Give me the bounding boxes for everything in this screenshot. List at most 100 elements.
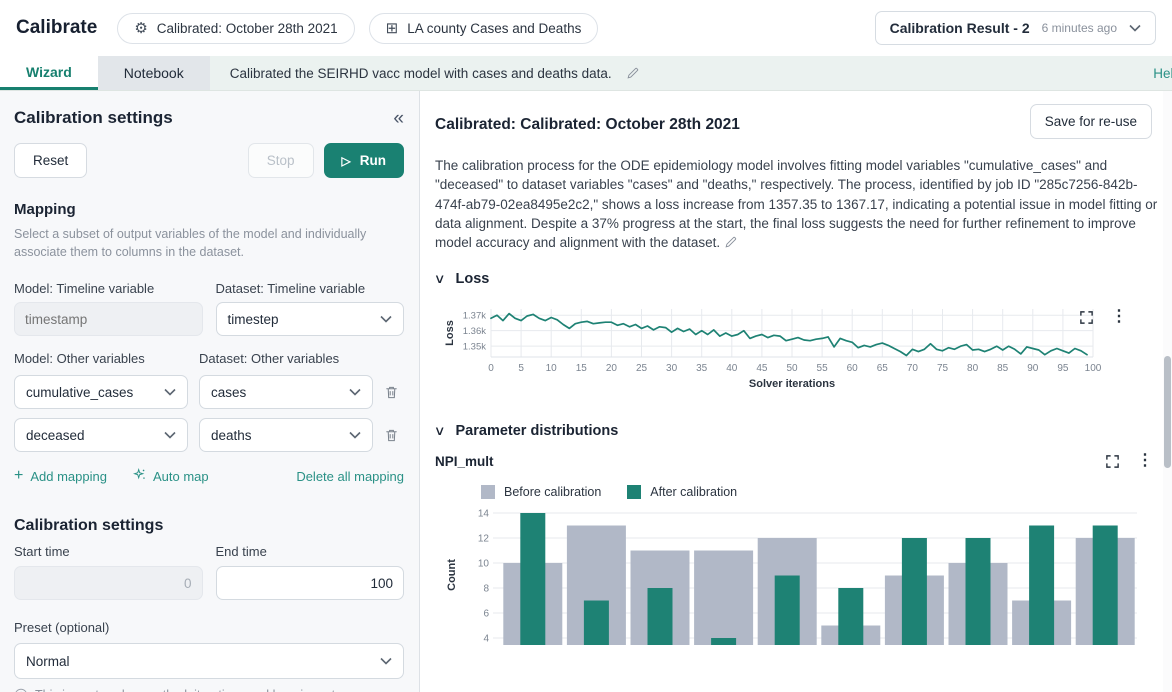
sparkle-icon [133,468,146,484]
svg-text:20: 20 [606,363,618,374]
model-other-label: Model: Other variables [14,351,188,366]
dataset-variable-value: deaths [211,428,252,443]
fullscreen-icon[interactable] [1105,454,1120,469]
model-chip[interactable]: ⚙ Calibrated: October 28th 2021 [117,13,354,44]
svg-text:55: 55 [817,363,829,374]
loss-section-label: Loss [456,271,490,287]
run-button[interactable]: ▷ Run [324,143,404,178]
dataset-chip-label: LA county Cases and Deaths [407,21,581,36]
dataset-variable-select[interactable]: cases [199,375,373,409]
pencil-icon[interactable] [724,235,738,249]
loss-chart: 1.35k1.36k1.37k0510152025303540455055606… [441,301,1172,400]
svg-text:6: 6 [483,609,489,620]
result-timestamp: 6 minutes ago [1042,21,1117,35]
start-time-label: Start time [14,544,203,559]
svg-text:10: 10 [546,363,558,374]
histogram-svg: 141210864Count [441,503,1147,645]
svg-text:50: 50 [786,363,798,374]
dataset-chip[interactable]: ⊞ LA county Cases and Deaths [369,13,599,44]
model-variable-select[interactable]: deceased [14,418,188,452]
svg-text:15: 15 [576,363,588,374]
svg-text:0: 0 [488,363,494,374]
chevron-down-icon [164,388,176,396]
delete-all-mapping-link[interactable]: Delete all mapping [296,469,404,484]
kebab-menu-icon[interactable]: ⋮ [1137,453,1153,469]
dataset-timeline-select[interactable]: timestep [216,302,405,336]
loss-section-header[interactable]: ∨ Loss [435,271,1172,287]
model-variable-value: deceased [26,428,85,443]
after-calibration-swatch [627,485,641,499]
calibrate-app: Calibrate ⚙ Calibrated: October 28th 202… [0,0,1172,692]
svg-text:80: 80 [967,363,979,374]
tab-strip: Wizard Notebook Calibrated the SEIRHD va… [0,56,1172,91]
param-dist-section-header[interactable]: ∨ Parameter distributions [435,423,1172,439]
svg-text:70: 70 [907,363,919,374]
svg-text:Loss: Loss [444,321,456,347]
svg-text:30: 30 [666,363,678,374]
svg-text:45: 45 [756,363,768,374]
save-for-reuse-button[interactable]: Save for re-use [1030,104,1152,139]
trash-icon[interactable] [384,428,404,443]
svg-text:75: 75 [937,363,949,374]
svg-text:85: 85 [997,363,1009,374]
trash-icon[interactable] [384,385,404,400]
fullscreen-icon[interactable] [1079,310,1094,325]
result-panel: Calibrated: Calibrated: October 28th 202… [421,91,1172,692]
panel-title: Calibration settings [14,108,173,128]
run-button-label: Run [360,153,386,168]
kebab-menu-icon[interactable]: ⋮ [1111,309,1127,325]
stop-button[interactable]: Stop [248,143,314,178]
calibration-result-dropdown[interactable]: Calibration Result - 2 6 minutes ago [875,11,1156,45]
dataset-variable-select[interactable]: deaths [199,418,373,452]
grid-icon: ⊞ [386,21,399,36]
scrollbar-track[interactable] [1163,91,1172,692]
collapse-panel-icon[interactable]: « [393,109,404,128]
top-header: Calibrate ⚙ Calibrated: October 28th 202… [0,0,1172,56]
histogram-legend: Before calibration After calibration [481,485,1172,499]
legend-after-label: After calibration [650,485,737,499]
end-time-input[interactable] [216,566,405,600]
svg-text:10: 10 [478,559,490,570]
model-chip-label: Calibrated: October 28th 2021 [157,21,338,36]
add-mapping-label: Add mapping [30,469,107,484]
mapping-description: Select a subset of output variables of t… [14,225,404,261]
parameter-histogram: 141210864Count [441,503,1172,650]
mapping-section-title: Mapping [14,201,404,218]
loss-line-svg: 1.35k1.36k1.37k0510152025303540455055606… [441,301,1147,395]
dataset-other-label: Dataset: Other variables [199,351,373,366]
param-dist-section-label: Parameter distributions [456,423,619,439]
dataset-timeline-value: timestep [228,312,279,327]
chevron-down-icon [380,315,392,323]
svg-text:35: 35 [696,363,708,374]
preset-select[interactable]: Normal [14,643,404,679]
help-link[interactable]: Help [1153,56,1172,90]
svg-text:4: 4 [483,634,489,645]
svg-text:65: 65 [877,363,889,374]
model-variable-select[interactable]: cumulative_cases [14,375,188,409]
svg-text:5: 5 [518,363,524,374]
result-label: Calibration Result - 2 [890,20,1030,36]
tab-wizard[interactable]: Wizard [0,56,98,90]
legend-item-before: Before calibration [481,485,601,499]
add-mapping-link[interactable]: + Add mapping [14,467,107,485]
start-time-input [14,566,203,600]
scrollbar-thumb[interactable] [1164,356,1171,468]
calibration-summary: The calibration process for the ODE epid… [435,156,1167,252]
result-title: Calibrated: Calibrated: October 28th 202… [435,116,740,134]
parameter-name: NPI_mult [435,454,494,469]
pencil-icon[interactable] [626,66,640,80]
chevron-down-icon [349,388,361,396]
chevron-down-icon [380,657,392,665]
model-variable-value: cumulative_cases [26,385,133,400]
reset-button[interactable]: Reset [14,143,87,178]
auto-map-link[interactable]: Auto map [133,468,209,484]
chevron-down-icon: ∨ [434,271,446,287]
model-timeline-label: Model: Timeline variable [14,281,203,296]
calibration-settings-title: Calibration settings [14,517,404,535]
chevron-down-icon [1129,24,1141,32]
play-icon: ▷ [342,154,351,168]
svg-text:90: 90 [1027,363,1039,374]
loss-chart-block: ⋮ 1.35k1.36k1.37k05101520253035404550556… [435,301,1172,400]
output-description-text: Calibrated the SEIRHD vacc model with ca… [230,66,612,81]
tab-notebook[interactable]: Notebook [98,56,210,90]
